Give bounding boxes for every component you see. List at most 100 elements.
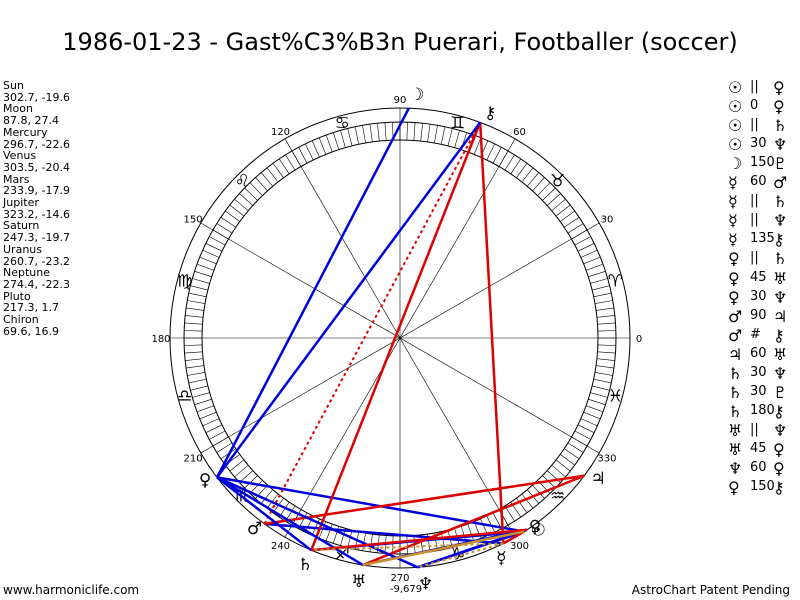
degree-label: 240 xyxy=(271,541,290,552)
cancer-sign-icon: ♋ xyxy=(335,114,350,134)
aspect-type: 45 xyxy=(750,440,767,456)
aspect-planet-2: ♆ xyxy=(773,135,788,155)
aspect-line xyxy=(216,476,525,533)
chiron-planet-icon: ⚷ xyxy=(484,103,496,123)
aspect-type: 30 xyxy=(750,136,767,152)
aspect-planet-1: ♅ xyxy=(728,439,743,459)
planet-positions-list: Sun 302.7, -19.6 Moon 87.8, 27.4 Mercury 296.… xyxy=(3,80,70,337)
aspect-planet-1: ♄ xyxy=(728,363,743,383)
sun-planet-icon: ☉ xyxy=(531,521,546,541)
chart-title: 1986-01-23 - Gast%C3%B3n Puerari, Footba… xyxy=(62,28,738,56)
aspect-line xyxy=(417,542,504,569)
position-name: Jupiter xyxy=(3,196,39,210)
aspect-line xyxy=(310,121,482,551)
aspect-type: || xyxy=(750,212,759,228)
aspect-type: 60 xyxy=(750,460,767,475)
aspect-line xyxy=(215,107,410,478)
degree-label: 150 xyxy=(183,215,202,226)
aspect-planet-1: ☿ xyxy=(728,230,738,250)
aspect-planet-2: ♆ xyxy=(773,211,788,231)
position-value: 87.8, 27.4 xyxy=(3,114,59,128)
aspect-planet-1: ☿ xyxy=(728,211,738,231)
position-name: Mercury xyxy=(3,125,48,139)
aspect-planet-2: ♄ xyxy=(773,116,788,136)
aspect-planet-2: ♃ xyxy=(773,306,788,326)
venus-planet-icon: ♀ xyxy=(529,517,541,537)
aspect-planet-1: ☉ xyxy=(728,78,743,97)
aspect-planet-2: ♀ xyxy=(773,78,785,97)
jupiter-planet-icon: ♃ xyxy=(591,469,606,489)
aspect-planet-2: ♀ xyxy=(773,439,785,459)
aspect-planet-1: ♂ xyxy=(728,306,743,326)
aspect-planet-1: ♆ xyxy=(728,459,743,478)
aspect-planet-1: ♂ xyxy=(728,325,743,345)
aspect-line xyxy=(264,522,504,545)
degree-label: 180 xyxy=(151,334,170,345)
degree-label: 90 xyxy=(394,95,407,106)
degree-label: 120 xyxy=(271,127,290,138)
aspect-line xyxy=(362,474,585,567)
aspect-type: 135 xyxy=(750,231,775,247)
aspect-type: 30 xyxy=(750,288,767,304)
aspect-type: 180 xyxy=(750,402,775,418)
aquarius-sign-icon: ♒ xyxy=(550,487,565,507)
aspect-type: 150 xyxy=(750,479,775,495)
aspect-type: 0 xyxy=(750,98,759,114)
footer-website[interactable]: www.harmoniclife.com xyxy=(3,583,140,597)
aspect-planet-2: ⚷ xyxy=(773,325,785,345)
aspect-planet-1: ♀ xyxy=(728,268,740,288)
taurus-sign-icon: ♉ xyxy=(550,171,565,191)
aspect-planet-2: ♅ xyxy=(773,344,788,364)
aspect-planet-2: ♀ xyxy=(773,459,785,478)
aspect-planet-1: ♀ xyxy=(728,287,740,307)
aspect-type: 150 xyxy=(750,155,775,171)
aspect-type: 60 xyxy=(750,345,767,361)
position-value: 233.9, -17.9 xyxy=(3,184,70,198)
aspect-planet-2: ⚷ xyxy=(773,230,785,250)
pluto-planet-icon: ♀ xyxy=(199,470,211,490)
aspect-type: 60 xyxy=(750,174,767,190)
aspect-planet-1: ☿ xyxy=(728,192,738,212)
midpoint-label: -9,679 xyxy=(390,584,422,595)
position-value: 303.5, -20.4 xyxy=(3,160,70,174)
position-name: Chiron xyxy=(3,313,39,327)
aspect-planet-1: ☉ xyxy=(728,116,743,136)
position-value: 274.4, -22.3 xyxy=(3,277,70,291)
aspect-planet-2: ♅ xyxy=(773,268,788,288)
aspect-line xyxy=(362,530,525,567)
aspect-planet-1: ☽ xyxy=(728,154,743,174)
aspect-type: || xyxy=(750,117,759,133)
degree-label: 210 xyxy=(183,454,202,465)
gemini-sign-icon: ♊ xyxy=(450,114,465,134)
position-name: Sun xyxy=(3,79,24,92)
footer-patent-note: AstroChart Patent Pending xyxy=(631,583,790,597)
mars-planet-icon: ♂ xyxy=(247,519,262,539)
aspect-line xyxy=(216,476,313,552)
position-value: 260.7, -23.2 xyxy=(3,254,70,268)
position-value: 296.7, -22.6 xyxy=(3,137,70,151)
aspect-type: 45 xyxy=(750,269,767,285)
degree-label: 300 xyxy=(510,541,529,552)
aspect-planet-1: ♅ xyxy=(728,420,743,440)
aspect-planet-2: ♇ xyxy=(773,154,788,174)
saturn-planet-icon: ♄ xyxy=(298,555,313,575)
aspect-line xyxy=(478,122,505,544)
aspect-type: 30 xyxy=(750,383,767,399)
position-name: Pluto xyxy=(3,289,31,303)
pisces-sign-icon: ♓ xyxy=(608,387,623,407)
aries-sign-icon: ♈ xyxy=(608,271,623,291)
degree-label: 30 xyxy=(601,215,614,226)
aspect-planet-2: ♆ xyxy=(773,287,788,307)
aspect-type: || xyxy=(750,250,759,266)
aspect-planet-1: ♀ xyxy=(728,249,740,269)
uranus-planet-icon: ♅ xyxy=(351,572,366,592)
libra-sign-icon: ♎ xyxy=(177,387,192,407)
position-name: Moon xyxy=(3,102,33,116)
aspect-planet-2: ⚷ xyxy=(773,401,785,421)
aspect-planet-2: ♄ xyxy=(773,249,788,269)
position-name: Neptune xyxy=(3,266,51,280)
position-name: Venus xyxy=(3,149,37,163)
aspect-type: || xyxy=(750,421,759,437)
aspect-type: 30 xyxy=(750,364,767,380)
aspect-type: || xyxy=(750,193,759,209)
